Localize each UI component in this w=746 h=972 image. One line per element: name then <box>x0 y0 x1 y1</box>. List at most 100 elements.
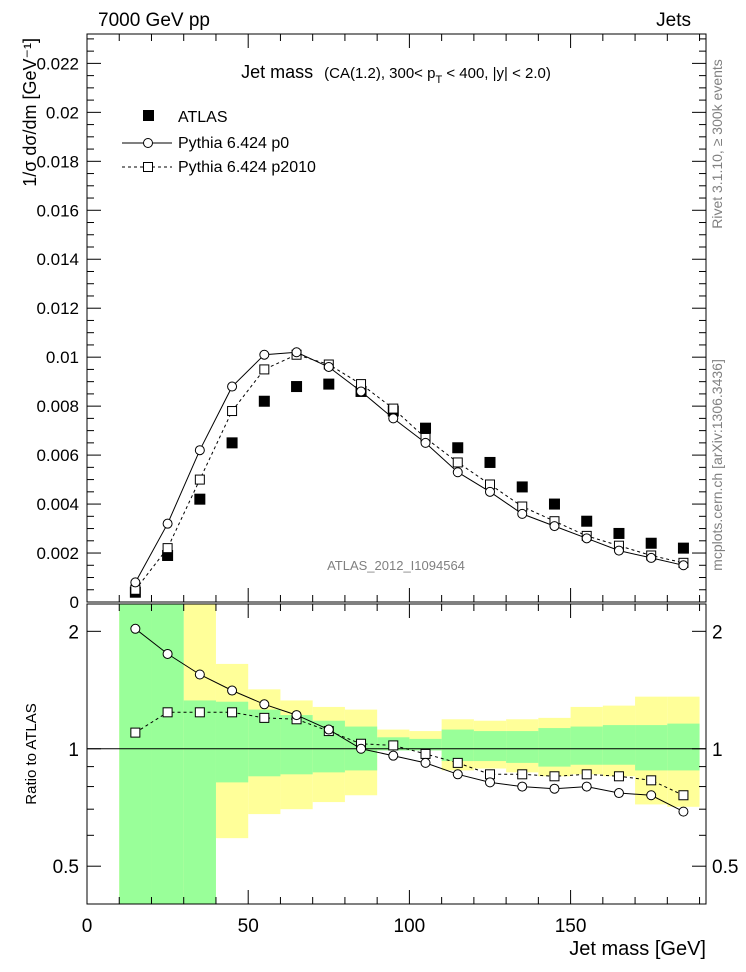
ratio-plot-frame <box>86 603 707 905</box>
ratio-p0-point <box>259 699 270 710</box>
ratio-p2010-point <box>420 748 431 759</box>
ratio-p0-point <box>581 781 592 792</box>
p0-point <box>162 518 173 529</box>
ratio-p0-point <box>646 790 657 801</box>
main-plot-frame <box>86 33 707 603</box>
ratio-p2010-point <box>227 707 238 718</box>
ratio-p0-point <box>323 724 334 735</box>
ratio-p0-point <box>452 769 463 780</box>
atlas-data-point <box>548 498 560 510</box>
atlas-data-point <box>452 442 464 454</box>
header-beam-label: 7000 GeV pp <box>98 10 210 31</box>
p0-point <box>517 508 528 519</box>
p0-point <box>549 521 560 532</box>
main-y-tick-label: 0.008 <box>36 397 79 416</box>
main-series-line-p0 <box>134 351 684 583</box>
ratio-p0-point <box>388 750 399 761</box>
x-tick-label: 100 <box>394 916 426 937</box>
p0-point <box>484 486 495 497</box>
p0-point <box>194 445 205 456</box>
atlas-data-point <box>516 481 528 493</box>
main-y-tick-label: 0.014 <box>36 250 79 269</box>
p0-point <box>259 349 270 360</box>
p2010-point <box>194 474 205 485</box>
main-y-tick-label: 0.02 <box>46 103 79 122</box>
ratio-uncertainty-band-stat <box>602 725 636 765</box>
ratio-p0-point <box>549 783 560 794</box>
ratio-plot-panel: 0.5 0.5 1 1 2 2 0 50 100 150 <box>53 603 738 937</box>
ratio-uncertainty-band-stat <box>473 731 507 762</box>
p2010-point <box>162 543 173 554</box>
ratio-p2010-point <box>162 707 173 718</box>
ratio-p2010-point <box>549 771 560 782</box>
atlas-data-point <box>581 515 593 527</box>
p0-point <box>227 381 238 392</box>
rivet-label: Rivet 3.1.10, ≥ 300k events <box>709 59 725 229</box>
atlas-data-point <box>291 381 303 393</box>
main-plot-panel: 0.002 0.004 0.006 0.008 0.01 0.012 0.014 0.016 0… <box>36 33 707 612</box>
atlas-data-point <box>258 395 270 407</box>
ratio-y-tick-label-right: 0.5 <box>712 857 738 878</box>
p2010-point <box>259 364 270 375</box>
ratio-uncertainty-band-stat <box>667 723 700 771</box>
header-process-label: Jets <box>656 10 691 31</box>
main-y-tick-label: 0.012 <box>36 299 79 318</box>
plot-title-main: Jet mass <box>241 62 313 82</box>
main-series-line-p2010 <box>135 354 684 591</box>
p0-point <box>130 577 141 588</box>
p0-point <box>678 560 689 571</box>
p2010-point <box>227 406 238 417</box>
atlas-data-point <box>484 456 496 468</box>
ratio-p0-point <box>613 788 624 799</box>
ratio-p0-point <box>291 710 302 721</box>
legend-label-atlas: ATLAS <box>178 109 228 126</box>
ratio-p0-point <box>130 623 141 634</box>
mcplots-label: mcplots.cern.ch [arXiv:1306.3436] <box>709 359 725 571</box>
ratio-uncertainty-band-stat <box>183 700 216 904</box>
main-y-tick-label: 0.004 <box>36 495 79 514</box>
ratio-p2010-point <box>452 757 463 768</box>
ratio-y-tick-label-left: 1 <box>68 740 79 761</box>
x-tick-label: 150 <box>555 916 587 937</box>
main-y-tick-label: 0.022 <box>36 54 79 73</box>
ratio-p2010-point <box>388 740 399 751</box>
ratio-uncertainty-band-stat <box>538 728 571 767</box>
ratio-series-line-p2010 <box>135 711 684 796</box>
plot-title-sub-index: T <box>435 74 442 86</box>
main-y-tick-label: 0.016 <box>36 201 79 220</box>
atlas-data-point <box>323 378 335 390</box>
ratio-p2010-point <box>613 771 624 782</box>
ratio-p0-point <box>194 669 205 680</box>
x-tick-label: 50 <box>238 916 259 937</box>
p0-point <box>420 437 431 448</box>
legend-marker-atlas <box>143 110 154 121</box>
analysis-tag: ATLAS_2012_I1094564 <box>327 558 465 573</box>
ratio-p2010-point <box>517 769 528 780</box>
ratio-p2010-point <box>130 727 141 738</box>
ratio-p0-point <box>162 648 173 659</box>
ratio-p0-point <box>484 777 495 788</box>
main-y-tick-label: 0 <box>70 593 79 612</box>
ratio-p2010-point <box>194 707 205 718</box>
x-axis-label: Jet mass [GeV] <box>569 938 706 960</box>
legend-marker-p0 <box>143 138 153 148</box>
x-tick-label: 0 <box>82 916 93 937</box>
plot-title: Jet mass (CA(1.2), 300< pT < 400, |y| < … <box>241 62 551 86</box>
p0-point <box>613 545 624 556</box>
atlas-data-point <box>420 422 432 434</box>
plot-title-sub-tail: < 400, |y| < 2.0) <box>442 65 551 82</box>
ratio-y-tick-label-right: 1 <box>712 740 723 761</box>
main-y-tick-label: 0.018 <box>36 152 79 171</box>
ratio-uncertainty-band-stat <box>409 738 442 751</box>
ratio-uncertainty-band-stat <box>635 725 668 771</box>
ratio-y-tick-label-left: 0.5 <box>53 857 79 878</box>
ratio-uncertainty-band-stat <box>441 729 474 762</box>
ratio-p0-point <box>227 685 238 696</box>
p0-point <box>452 467 463 478</box>
plot-title-sub: (CA(1.2), 300< p <box>324 65 435 82</box>
p0-point <box>646 552 657 563</box>
main-y-tick-label: 0.002 <box>36 544 79 563</box>
ratio-p2010-point <box>678 790 689 801</box>
ratio-p2010-point <box>646 775 657 786</box>
